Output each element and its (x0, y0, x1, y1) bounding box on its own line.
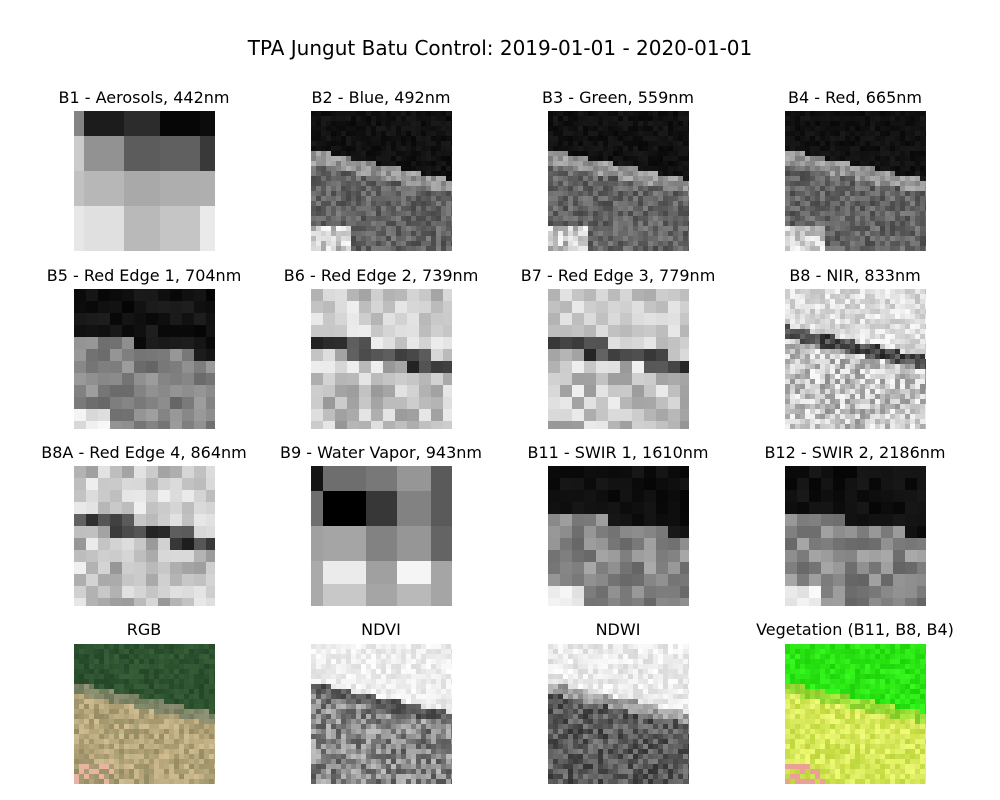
panel-image-b3 (548, 111, 689, 251)
panel-title-b8a: B8A - Red Edge 4, 864nm (41, 443, 247, 462)
panel-title-b8: B8 - NIR, 833nm (789, 266, 921, 285)
panel-image-b11 (548, 466, 689, 606)
panel-image-b8 (785, 289, 926, 429)
panel-image-b6 (311, 289, 452, 429)
panel-title-b5: B5 - Red Edge 1, 704nm (46, 266, 242, 285)
panel-title-b7: B7 - Red Edge 3, 779nm (520, 266, 716, 285)
panel-title-b4: B4 - Red, 665nm (788, 88, 922, 107)
figure-title: TPA Jungut Batu Control: 2019-01-01 - 20… (247, 36, 753, 60)
panel-title-vegetation: Vegetation (B11, B8, B4) (756, 620, 954, 639)
panel-title-b1: B1 - Aerosols, 442nm (58, 88, 230, 107)
panel-image-b12 (785, 466, 926, 606)
panel-image-b9 (311, 466, 452, 606)
panel-title-rgb: RGB (126, 620, 162, 639)
panel-image-ndwi (548, 644, 689, 784)
panel-image-b2 (311, 111, 452, 251)
panel-image-b4 (785, 111, 926, 251)
panel-title-ndvi: NDVI (361, 620, 401, 639)
panel-title-ndwi: NDWI (595, 620, 641, 639)
panel-title-b11: B11 - SWIR 1, 1610nm (527, 443, 709, 462)
panel-image-rgb (74, 644, 215, 784)
panel-image-b7 (548, 289, 689, 429)
panel-title-b2: B2 - Blue, 492nm (311, 88, 451, 107)
panel-title-b6: B6 - Red Edge 2, 739nm (283, 266, 479, 285)
panel-image-b1 (74, 111, 215, 251)
panel-image-b5 (74, 289, 215, 429)
panel-title-b9: B9 - Water Vapor, 943nm (280, 443, 482, 462)
panel-title-b3: B3 - Green, 559nm (542, 88, 694, 107)
panel-image-vegetation (785, 644, 926, 784)
panel-title-b12: B12 - SWIR 2, 2186nm (764, 443, 946, 462)
panel-image-ndvi (311, 644, 452, 784)
panel-image-b8a (74, 466, 215, 606)
